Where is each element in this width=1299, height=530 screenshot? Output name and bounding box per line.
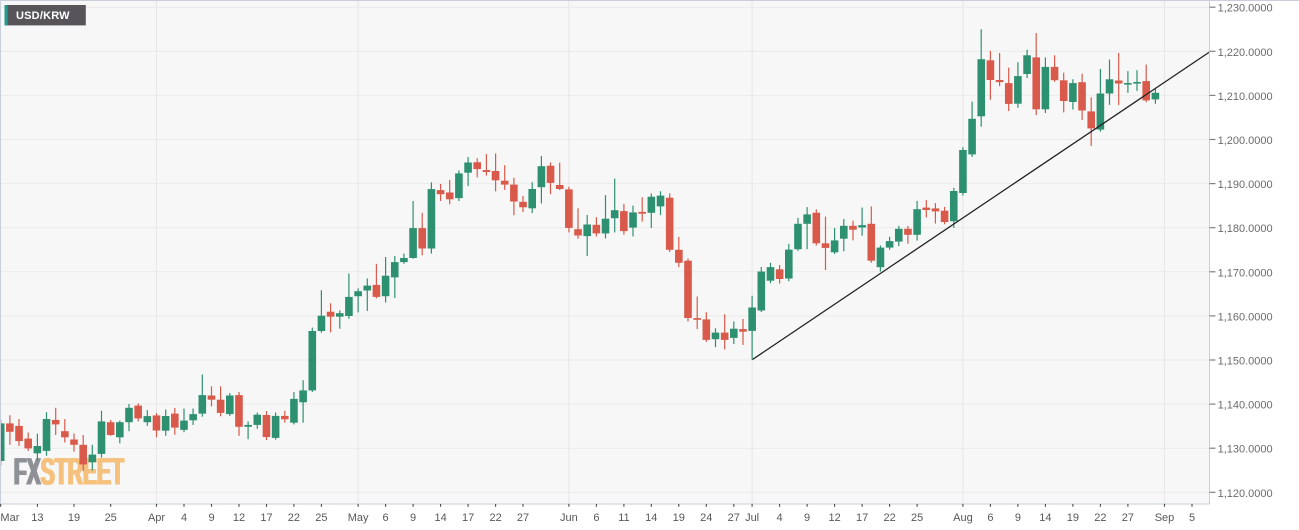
svg-text:Apr: Apr [148,512,165,524]
svg-text:Sep: Sep [1155,512,1175,524]
svg-text:1,180.0000: 1,180.0000 [1218,223,1273,235]
svg-text:1,120.0000: 1,120.0000 [1218,488,1273,500]
svg-text:4: 4 [181,512,187,524]
svg-text:1,200.0000: 1,200.0000 [1218,135,1273,147]
svg-text:1,130.0000: 1,130.0000 [1218,444,1273,456]
svg-text:6: 6 [383,512,389,524]
svg-text:17: 17 [260,512,272,524]
svg-text:14: 14 [434,512,446,524]
svg-text:USD/KRW: USD/KRW [16,10,70,22]
svg-text:22: 22 [288,512,300,524]
svg-text:9: 9 [1015,512,1021,524]
svg-text:1,160.0000: 1,160.0000 [1218,311,1273,323]
svg-text:6: 6 [593,512,599,524]
svg-text:Mar: Mar [0,512,19,524]
svg-text:22: 22 [489,512,501,524]
svg-text:25: 25 [315,512,327,524]
svg-text:1,220.0000: 1,220.0000 [1218,47,1273,59]
svg-text:27: 27 [728,512,740,524]
svg-text:6: 6 [987,512,993,524]
svg-text:13: 13 [31,512,43,524]
svg-text:1,140.0000: 1,140.0000 [1218,400,1273,412]
svg-text:1,210.0000: 1,210.0000 [1218,91,1273,103]
svg-text:22: 22 [1094,512,1106,524]
svg-text:25: 25 [105,512,117,524]
svg-text:14: 14 [645,512,657,524]
svg-text:19: 19 [68,512,80,524]
svg-text:19: 19 [1067,512,1079,524]
svg-text:9: 9 [804,512,810,524]
svg-text:12: 12 [233,512,245,524]
svg-text:Jun: Jun [560,512,578,524]
svg-text:12: 12 [828,512,840,524]
svg-text:9: 9 [208,512,214,524]
svg-text:1,190.0000: 1,190.0000 [1218,179,1273,191]
svg-text:Jul: Jul [745,512,759,524]
svg-text:19: 19 [673,512,685,524]
svg-text:4: 4 [777,512,783,524]
svg-text:1,230.0000: 1,230.0000 [1218,3,1273,15]
svg-text:May: May [348,512,369,524]
svg-text:17: 17 [462,512,474,524]
svg-text:9: 9 [410,512,416,524]
svg-text:FXSTREET: FXSTREET [13,451,123,493]
svg-text:11: 11 [618,512,629,524]
svg-text:FXSTREET: FXSTREET [15,451,125,493]
svg-text:22: 22 [883,512,895,524]
svg-text:27: 27 [1122,512,1134,524]
svg-text:5: 5 [1189,512,1195,524]
svg-text:17: 17 [856,512,868,524]
svg-text:14: 14 [1039,512,1051,524]
svg-text:1,170.0000: 1,170.0000 [1218,267,1273,279]
svg-text:25: 25 [911,512,923,524]
svg-text:27: 27 [517,512,529,524]
svg-text:FXSTREET: FXSTREET [14,451,124,493]
svg-text:24: 24 [700,512,712,524]
svg-text:Aug: Aug [953,512,973,524]
svg-text:1,150.0000: 1,150.0000 [1218,356,1273,368]
